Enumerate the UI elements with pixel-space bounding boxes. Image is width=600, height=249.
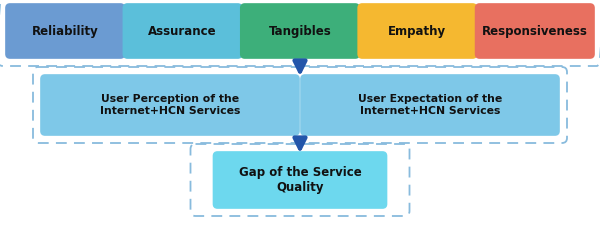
Text: Assurance: Assurance (148, 24, 217, 38)
Text: Empathy: Empathy (388, 24, 446, 38)
Text: Gap of the Service
Quality: Gap of the Service Quality (239, 166, 361, 194)
FancyBboxPatch shape (214, 152, 386, 208)
FancyBboxPatch shape (6, 4, 124, 58)
FancyBboxPatch shape (241, 4, 359, 58)
FancyBboxPatch shape (124, 4, 242, 58)
FancyBboxPatch shape (358, 4, 476, 58)
Text: Responsiveness: Responsiveness (482, 24, 588, 38)
FancyBboxPatch shape (41, 75, 299, 135)
Text: User Perception of the
Internet+HCN Services: User Perception of the Internet+HCN Serv… (100, 94, 240, 116)
FancyBboxPatch shape (301, 75, 559, 135)
FancyBboxPatch shape (476, 4, 594, 58)
Text: Tangibles: Tangibles (269, 24, 331, 38)
Text: Reliability: Reliability (32, 24, 98, 38)
Text: User Expectation of the
Internet+HCN Services: User Expectation of the Internet+HCN Ser… (358, 94, 502, 116)
